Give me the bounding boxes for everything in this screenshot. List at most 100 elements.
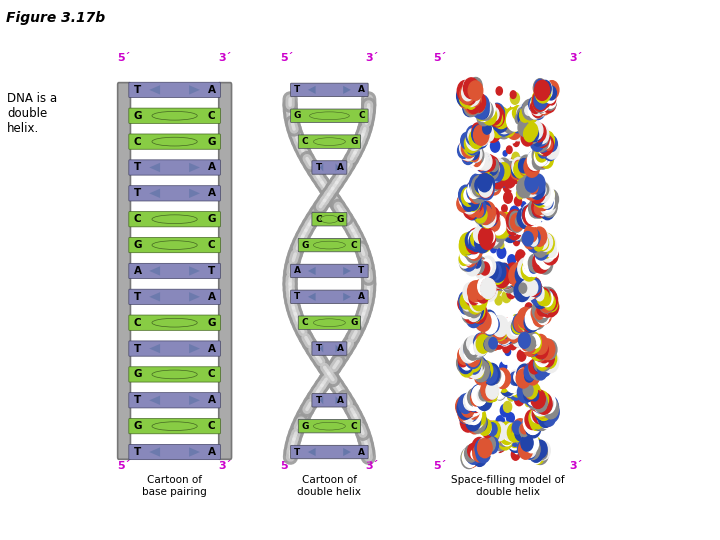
Circle shape <box>477 316 485 328</box>
Circle shape <box>468 143 476 153</box>
Circle shape <box>478 207 489 222</box>
Circle shape <box>537 87 545 98</box>
Circle shape <box>458 402 470 418</box>
Circle shape <box>536 138 549 154</box>
Circle shape <box>543 291 553 304</box>
Circle shape <box>471 392 482 406</box>
Circle shape <box>534 92 549 113</box>
Circle shape <box>531 286 545 305</box>
Circle shape <box>538 411 548 424</box>
Circle shape <box>499 322 511 338</box>
Circle shape <box>468 188 478 201</box>
Circle shape <box>539 401 549 414</box>
Circle shape <box>530 287 539 299</box>
Circle shape <box>531 390 544 408</box>
Circle shape <box>514 314 528 332</box>
Circle shape <box>517 178 531 198</box>
Circle shape <box>467 281 483 302</box>
Circle shape <box>525 174 539 192</box>
Circle shape <box>480 262 490 277</box>
Circle shape <box>482 320 494 336</box>
Circle shape <box>541 194 550 205</box>
Circle shape <box>467 97 479 113</box>
Circle shape <box>498 376 510 392</box>
Circle shape <box>465 347 481 369</box>
Circle shape <box>508 427 516 438</box>
Circle shape <box>515 160 522 170</box>
Circle shape <box>469 400 481 415</box>
Circle shape <box>527 389 539 406</box>
Circle shape <box>507 322 513 330</box>
Circle shape <box>533 418 542 430</box>
Circle shape <box>464 202 471 212</box>
Circle shape <box>462 298 470 308</box>
Circle shape <box>495 319 505 333</box>
Circle shape <box>469 343 477 354</box>
Circle shape <box>539 345 548 356</box>
Circle shape <box>541 399 554 416</box>
Circle shape <box>484 339 493 350</box>
Circle shape <box>529 282 537 293</box>
Circle shape <box>527 207 541 226</box>
Circle shape <box>496 111 507 125</box>
Circle shape <box>460 349 474 366</box>
Circle shape <box>485 156 495 170</box>
Circle shape <box>467 254 475 265</box>
Circle shape <box>486 428 493 437</box>
Circle shape <box>482 364 494 381</box>
Circle shape <box>513 106 523 120</box>
Circle shape <box>503 113 511 125</box>
Circle shape <box>464 253 478 272</box>
Circle shape <box>501 376 509 387</box>
Circle shape <box>463 188 475 205</box>
Circle shape <box>495 217 510 236</box>
Circle shape <box>473 106 482 117</box>
Circle shape <box>479 102 492 120</box>
Circle shape <box>472 188 480 198</box>
Circle shape <box>536 391 549 408</box>
Circle shape <box>514 168 528 186</box>
Circle shape <box>527 336 540 354</box>
Circle shape <box>482 123 491 134</box>
Circle shape <box>535 82 544 93</box>
Circle shape <box>539 346 549 359</box>
Circle shape <box>504 431 513 442</box>
Circle shape <box>474 226 487 244</box>
Polygon shape <box>149 163 160 172</box>
Circle shape <box>524 122 539 141</box>
Circle shape <box>515 218 523 230</box>
Circle shape <box>472 176 488 197</box>
Circle shape <box>462 299 469 309</box>
Circle shape <box>495 111 505 125</box>
Circle shape <box>472 338 484 353</box>
Circle shape <box>528 360 539 374</box>
Circle shape <box>534 249 546 266</box>
Circle shape <box>534 204 544 218</box>
Circle shape <box>505 218 518 235</box>
Circle shape <box>522 316 535 334</box>
Circle shape <box>513 170 520 179</box>
Circle shape <box>525 264 534 276</box>
Circle shape <box>537 149 550 167</box>
Circle shape <box>518 432 527 444</box>
Circle shape <box>480 285 490 297</box>
Circle shape <box>520 336 528 348</box>
Circle shape <box>541 242 551 256</box>
Circle shape <box>470 253 477 263</box>
Circle shape <box>466 307 481 328</box>
Circle shape <box>513 217 526 234</box>
Circle shape <box>459 236 474 256</box>
Polygon shape <box>320 164 323 172</box>
Circle shape <box>521 130 534 146</box>
Polygon shape <box>336 396 339 404</box>
Circle shape <box>494 374 508 393</box>
Circle shape <box>521 386 532 401</box>
Circle shape <box>531 95 546 116</box>
Circle shape <box>505 325 519 343</box>
Circle shape <box>541 136 550 149</box>
Circle shape <box>536 401 552 420</box>
Circle shape <box>543 248 550 258</box>
Circle shape <box>482 314 498 334</box>
Circle shape <box>468 443 481 461</box>
Circle shape <box>532 443 549 464</box>
